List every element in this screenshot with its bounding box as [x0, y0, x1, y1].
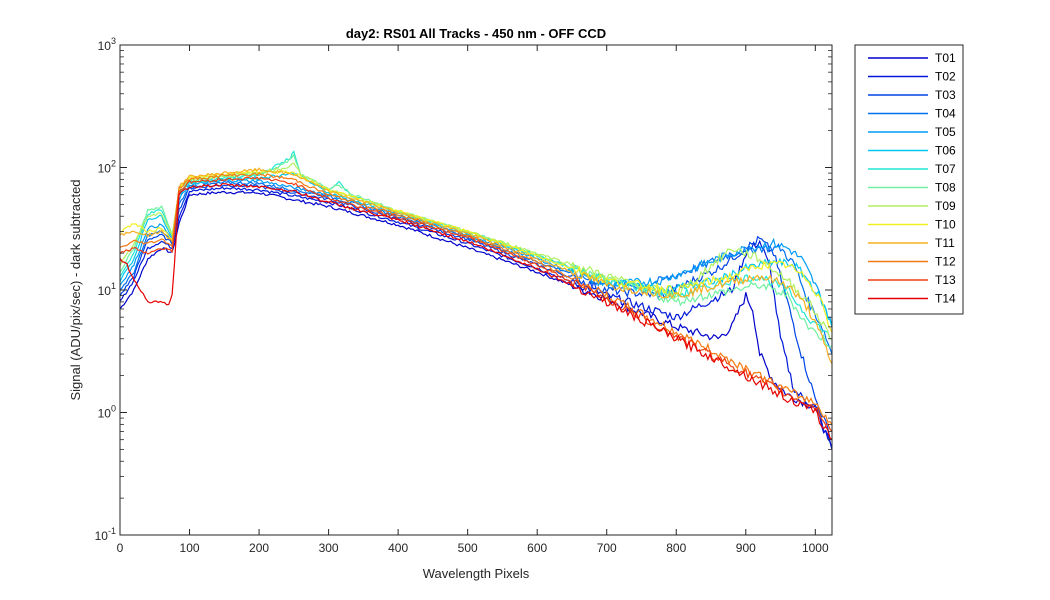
series-line-t12: [120, 172, 832, 425]
legend-label: T02: [935, 70, 956, 84]
legend-label: T14: [935, 292, 956, 306]
x-tick-label: 400: [388, 541, 408, 555]
x-axis-label: Wavelength Pixels: [423, 566, 530, 581]
x-tick-label: 600: [527, 541, 547, 555]
y-tick-label: 103: [98, 36, 116, 53]
legend-label: T01: [935, 51, 956, 65]
plot-area: [119, 44, 833, 536]
legend-label: T07: [935, 162, 956, 176]
series-line-t13: [120, 176, 832, 432]
chart-title: day2: RS01 All Tracks - 450 nm - OFF CCD: [346, 26, 606, 41]
y-tick-label: 100: [98, 404, 116, 421]
x-axis: 0 100 200 300 400 500 600 700 800 900 1000: [117, 45, 829, 555]
legend-label: T11: [935, 236, 955, 250]
y-tick-label: 10-1: [95, 526, 116, 543]
series-line-t01: [120, 190, 832, 450]
x-tick-label: 700: [597, 541, 617, 555]
series-line-t05: [120, 178, 832, 328]
series-line-t11: [120, 167, 832, 365]
legend-label: T10: [935, 218, 956, 232]
y-tick-label: 102: [98, 159, 116, 176]
x-tick-label: 500: [458, 541, 478, 555]
x-tick-label: 900: [736, 541, 756, 555]
series-lines: [120, 150, 832, 450]
y-tick-label: 101: [98, 281, 116, 298]
legend-label: T08: [935, 181, 956, 195]
x-tick-label: 300: [319, 541, 339, 555]
legend-label: T12: [935, 255, 956, 269]
series-line-t03: [120, 183, 832, 441]
legend-label: T06: [935, 144, 956, 158]
x-tick-label: 200: [249, 541, 269, 555]
series-line-t06: [120, 171, 832, 328]
x-tick-label: 800: [666, 541, 686, 555]
legend-label: T13: [935, 273, 956, 287]
legend-label: T05: [935, 125, 956, 139]
y-axis-label: Signal (ADU/pix/sec) - dark subtracted: [68, 179, 83, 400]
series-line-t04: [120, 180, 832, 355]
series-line-t02: [120, 186, 832, 450]
x-tick-label: 0: [117, 541, 124, 555]
legend-label: T03: [935, 88, 956, 102]
x-tick-label: 100: [180, 541, 200, 555]
legend: T01 T02 T03 T04 T05 T06 T07 T08 T09 T10 T11 T12 T13 T…: [854, 44, 964, 315]
legend-box: [854, 44, 964, 315]
series-line-t14: [120, 183, 832, 441]
legend-label: T09: [935, 199, 956, 213]
y-axis: 10-1 100 101 102 103: [95, 36, 832, 543]
x-tick-label: 1000: [802, 541, 829, 555]
legend-label: T04: [935, 107, 956, 121]
